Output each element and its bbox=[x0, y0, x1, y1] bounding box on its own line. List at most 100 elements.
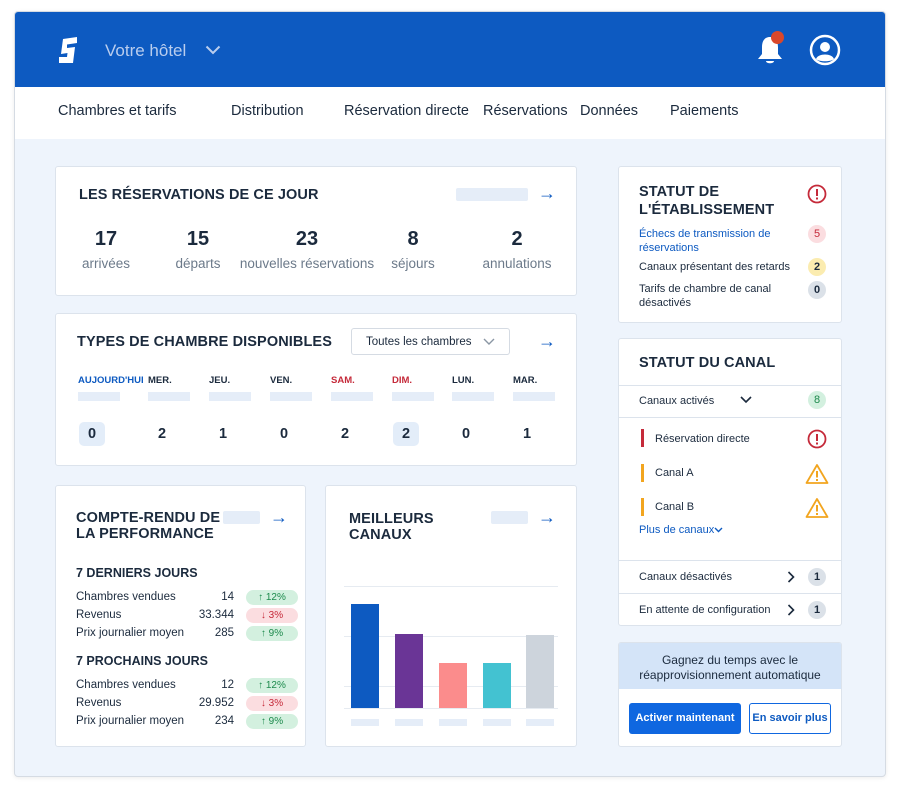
stat-cancellations-label: annulations bbox=[482, 256, 552, 271]
chart-bar[interactable] bbox=[439, 663, 467, 708]
activate-now-button[interactable]: Activer maintenant bbox=[629, 703, 741, 734]
activated-channels-row[interactable]: Canaux activés 8 bbox=[619, 385, 841, 417]
todays-reservations-card: LES RÉSERVATIONS DE CE JOUR → 17 arrivée… bbox=[55, 166, 577, 296]
chevron-right-icon bbox=[787, 571, 795, 583]
main-nav: Chambres et tarifs Distribution Réservat… bbox=[15, 87, 885, 139]
pending-configuration-row[interactable]: En attente de configuration 1 bbox=[619, 593, 841, 626]
activated-count-badge: 8 bbox=[808, 391, 826, 409]
stat-stays-label: séjours bbox=[391, 256, 435, 271]
arrow-right-icon[interactable]: → bbox=[270, 507, 288, 527]
card-title-line2: L'ÉTABLISSEMENT bbox=[639, 202, 775, 218]
trend-badge: ↑ 12% bbox=[246, 590, 298, 605]
arrow-right-icon[interactable]: → bbox=[538, 331, 556, 351]
channel-a[interactable]: Canal A bbox=[655, 467, 694, 479]
delayed-channels-text: Canaux présentant des retards bbox=[639, 261, 791, 273]
card-title: LES RÉSERVATIONS DE CE JOUR bbox=[79, 187, 319, 203]
promo-line: Gagnez du temps avec le bbox=[661, 653, 799, 667]
channel-direct-booking[interactable]: Réservation directe bbox=[655, 433, 750, 445]
day-placeholder bbox=[513, 392, 555, 401]
promo-line: réapprovisionnement automatique bbox=[639, 668, 821, 682]
day-available-count[interactable]: 1 bbox=[522, 426, 532, 442]
metric-label: Chambres vendues bbox=[76, 591, 176, 603]
nav-reservations[interactable]: Réservations bbox=[483, 103, 568, 119]
row-label: En attente de configuration bbox=[639, 604, 771, 616]
metric-label: Revenus bbox=[76, 609, 122, 621]
channel-b[interactable]: Canal B bbox=[655, 501, 695, 513]
chart-category-placeholder bbox=[526, 719, 554, 726]
status-line-text: Échecs de transmission de bbox=[639, 228, 771, 240]
chart-bar[interactable] bbox=[351, 604, 379, 708]
metric-label: Prix journalier moyen bbox=[76, 715, 185, 727]
more-channels-label: Plus de canaux bbox=[639, 524, 715, 536]
chart-bar[interactable] bbox=[395, 634, 423, 708]
room-types-card: TYPES DE CHAMBRE DISPONIBLES Toutes les … bbox=[55, 313, 577, 466]
nav-payments[interactable]: Paiements bbox=[670, 103, 739, 119]
day-available-count[interactable]: 0 bbox=[461, 426, 471, 442]
hotel-selector[interactable]: Votre hôtel bbox=[105, 41, 187, 60]
chart-category-placeholder bbox=[483, 719, 511, 726]
notification-dot bbox=[771, 31, 784, 44]
day-placeholder bbox=[331, 392, 373, 401]
app-window: Votre hôtel Chambres et tarifs Distribut… bbox=[14, 11, 886, 777]
metric-value: 14 bbox=[221, 591, 234, 603]
warning-icon bbox=[805, 498, 829, 518]
chart-gridline bbox=[344, 636, 558, 637]
disabled-count-badge: 1 bbox=[808, 568, 826, 586]
user-account-icon[interactable] bbox=[809, 34, 841, 66]
learn-more-button[interactable]: En savoir plus bbox=[749, 703, 831, 734]
status-count-badge: 2 bbox=[808, 258, 826, 276]
status-line-text: Tarifs de chambre de canal bbox=[639, 283, 772, 295]
nav-rooms-rates[interactable]: Chambres et tarifs bbox=[58, 103, 177, 119]
chart-bar[interactable] bbox=[483, 663, 511, 708]
row-label: Canaux désactivés bbox=[639, 571, 732, 583]
brand-logo-icon[interactable] bbox=[55, 36, 81, 64]
chevron-down-icon[interactable] bbox=[205, 45, 221, 55]
nav-distribution[interactable]: Distribution bbox=[231, 103, 304, 119]
auto-replenish-promo-card: Gagnez du temps avec le réapprovisionnem… bbox=[618, 642, 842, 747]
transmission-failures-link[interactable]: Échecs de transmission de réservations bbox=[639, 228, 770, 255]
day-available-count[interactable]: 0 bbox=[279, 426, 289, 442]
error-alert-icon bbox=[807, 184, 827, 204]
error-alert-icon bbox=[807, 429, 827, 449]
more-channels-link[interactable]: Plus de canaux bbox=[639, 524, 726, 536]
day-available-count[interactable]: 2 bbox=[340, 426, 350, 442]
performance-row: Prix journalier moyen 285 ↑ 9% bbox=[76, 626, 298, 642]
trend-badge: ↑ 9% bbox=[246, 714, 298, 729]
chart-bar[interactable] bbox=[526, 635, 554, 708]
performance-row: Revenus 29.952 ↓ 3% bbox=[76, 696, 298, 712]
room-filter-select[interactable]: Toutes les chambres bbox=[351, 328, 510, 355]
arrow-right-icon[interactable]: → bbox=[538, 183, 556, 203]
property-status-card: STATUT DE L'ÉTABLISSEMENT Échecs de tran… bbox=[618, 166, 842, 323]
day-available-count[interactable]: 0 bbox=[79, 422, 105, 446]
metric-value: 285 bbox=[214, 627, 234, 639]
promo-text: Gagnez du temps avec le réapprovisionnem… bbox=[619, 653, 841, 683]
day-available-count[interactable]: 1 bbox=[218, 426, 228, 442]
day-available-count[interactable]: 2 bbox=[157, 426, 167, 442]
chart-category-placeholder bbox=[439, 719, 467, 726]
metric-value: 12 bbox=[221, 679, 234, 691]
stat-new-bookings-label: nouvelles réservations bbox=[239, 256, 375, 271]
placeholder-bar bbox=[223, 511, 260, 524]
channel-status-bar bbox=[641, 429, 644, 447]
placeholder-bar bbox=[491, 511, 528, 524]
performance-row: Chambres vendues 12 ↑ 12% bbox=[76, 678, 298, 694]
trend-badge: ↓ 3% bbox=[246, 696, 298, 711]
chevron-right-icon bbox=[787, 604, 795, 616]
chart-category-placeholder bbox=[395, 719, 423, 726]
trend-badge: ↑ 9% bbox=[246, 626, 298, 641]
metric-label: Revenus bbox=[76, 697, 122, 709]
status-line-text: réservations bbox=[639, 241, 699, 254]
promo-banner: Gagnez du temps avec le réapprovisionnem… bbox=[619, 643, 841, 689]
arrow-right-icon[interactable]: → bbox=[538, 507, 556, 527]
disabled-channels-row[interactable]: Canaux désactivés 1 bbox=[619, 560, 841, 593]
metric-label: Chambres vendues bbox=[76, 679, 176, 691]
day-available-count[interactable]: 2 bbox=[393, 422, 419, 446]
performance-row: Prix journalier moyen 234 ↑ 9% bbox=[76, 714, 298, 730]
card-title-line2: LA PERFORMANCE bbox=[76, 526, 214, 542]
nav-data[interactable]: Données bbox=[580, 103, 639, 119]
day-label: SAM. bbox=[331, 375, 355, 386]
day-label: MAR. bbox=[513, 375, 538, 386]
metric-value: 33.344 bbox=[198, 609, 234, 621]
divider bbox=[619, 593, 841, 594]
nav-direct-booking[interactable]: Réservation directe bbox=[344, 103, 469, 119]
